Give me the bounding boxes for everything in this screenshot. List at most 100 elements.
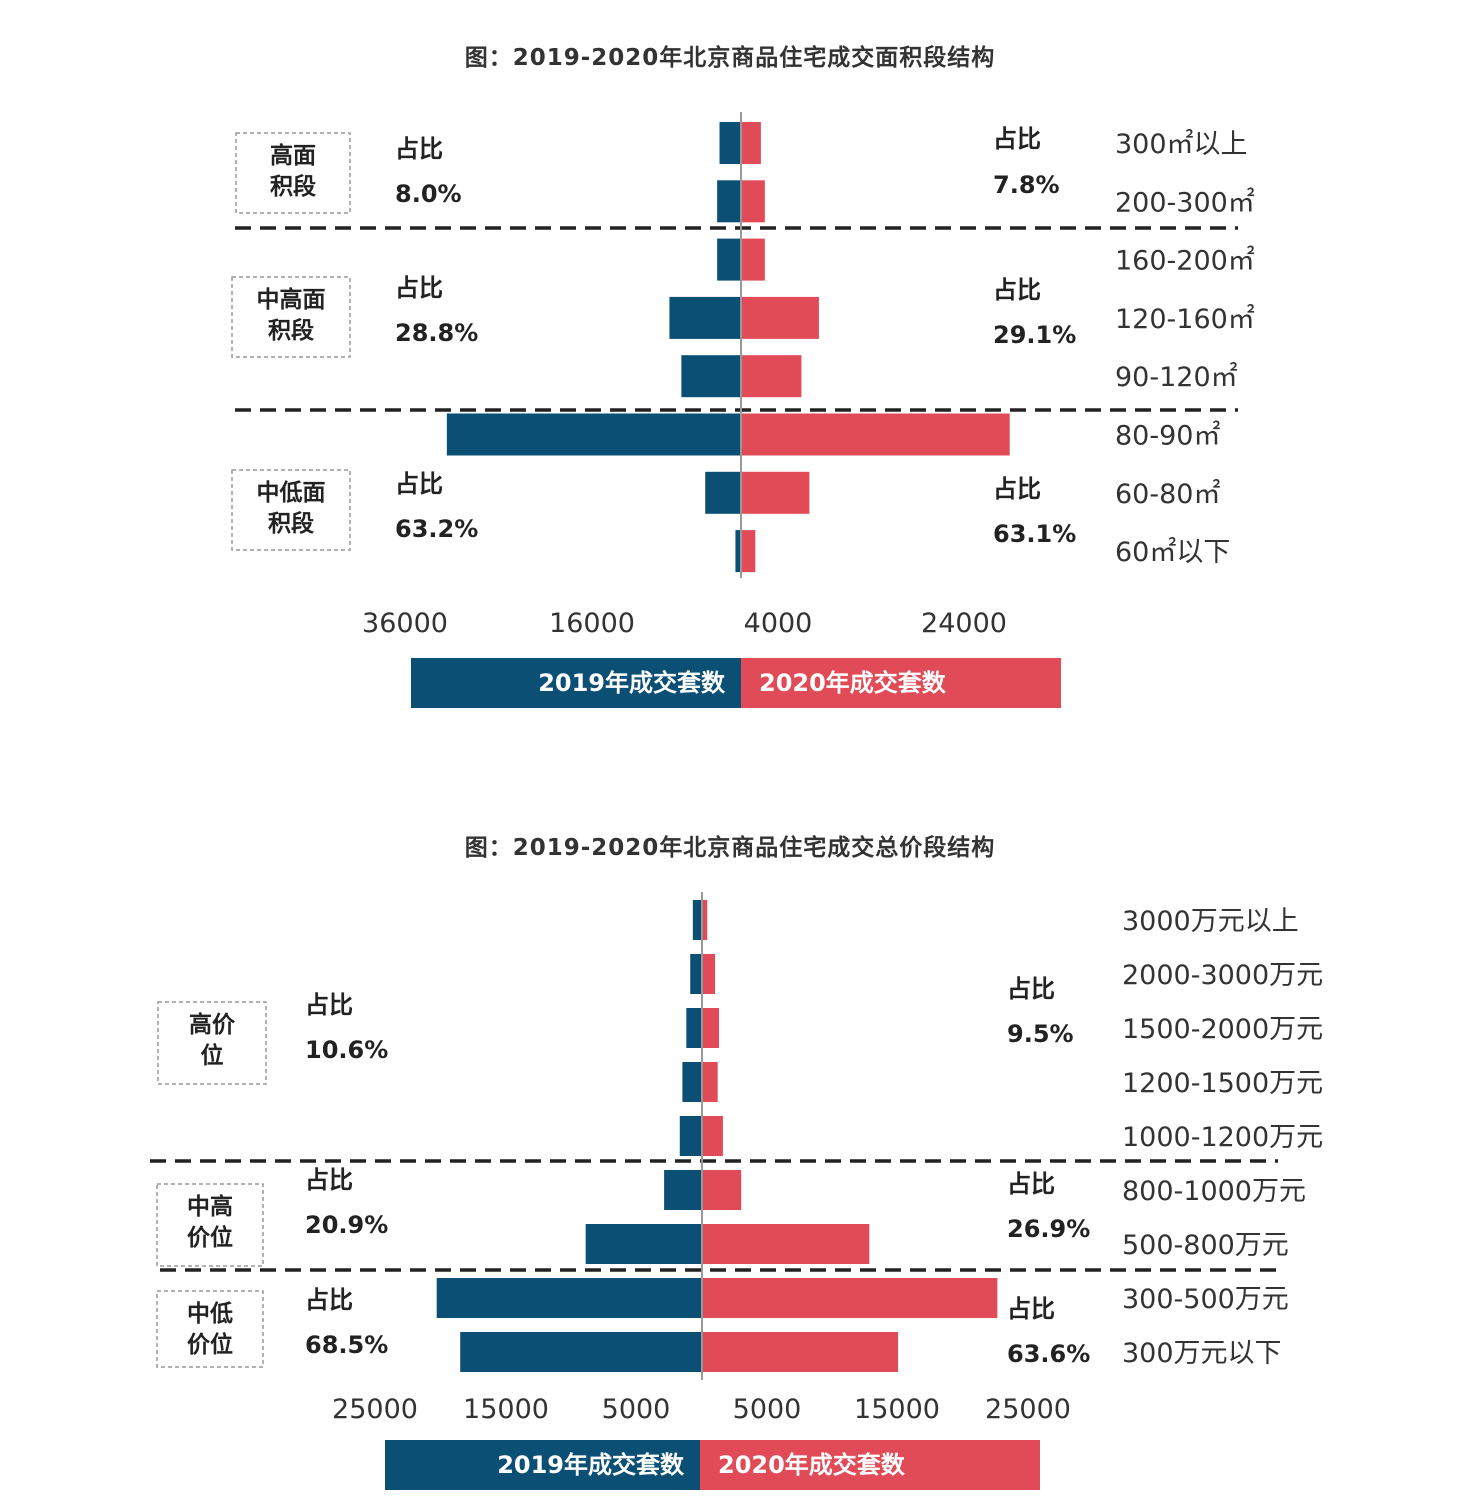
segment-box <box>157 1001 267 1085</box>
share-caption-2019: 占比 <box>305 1166 353 1194</box>
bar-2019 <box>686 1008 702 1048</box>
bar-2020 <box>702 1224 870 1264</box>
share-value-2019: 8.0% <box>395 180 462 208</box>
tick-label: 25000 <box>332 1394 418 1425</box>
bar-2019 <box>669 296 741 339</box>
segment-box <box>156 1183 264 1267</box>
legend-label-2019: 2019年成交套数 <box>538 669 726 697</box>
category-label: 60-80㎡ <box>1115 479 1220 510</box>
segment-box <box>235 132 351 214</box>
category-label: 2000-3000万元 <box>1122 960 1323 991</box>
share-caption-2020: 占比 <box>1007 975 1055 1003</box>
share-caption-2020: 占比 <box>993 125 1041 153</box>
bar-2020 <box>741 530 756 573</box>
category-label: 3000万元以上 <box>1122 906 1299 937</box>
bar-2020 <box>741 122 761 164</box>
share-value-2020: 29.1% <box>993 321 1076 349</box>
share-value-2019: 68.5% <box>305 1331 388 1359</box>
bar-2020 <box>702 1278 998 1318</box>
share-caption-2020: 占比 <box>993 276 1041 304</box>
area-structure-chart: 图：2019-2020年北京商品住宅成交面积段结构 300㎡以上 200-300㎡… <box>0 0 1460 740</box>
legend-label-2019: 2019年成交套数 <box>497 1451 685 1479</box>
bar-2020 <box>741 238 765 281</box>
category-label: 300万元以下 <box>1122 1338 1282 1369</box>
bar-2019 <box>460 1332 702 1372</box>
bar-2020 <box>702 1170 742 1210</box>
bar-2020 <box>741 180 765 223</box>
bar-2020 <box>741 413 1010 456</box>
category-label: 200-300㎡ <box>1115 187 1255 218</box>
bar-2020 <box>741 296 819 339</box>
chart-title: 图：2019-2020年北京商品住宅成交总价段结构 <box>464 835 996 861</box>
segment-name: 中低 <box>187 1301 233 1327</box>
segment-name: 位 <box>201 1042 224 1069</box>
category-label: 500-800万元 <box>1122 1230 1289 1261</box>
share-caption-2019: 占比 <box>305 1286 353 1314</box>
bar-2019 <box>692 900 702 940</box>
category-label: 60㎡以下 <box>1115 537 1230 568</box>
bar-2019 <box>436 1278 702 1318</box>
bar-2020 <box>702 1116 723 1156</box>
tick-label: 25000 <box>985 1394 1071 1425</box>
bar-2020 <box>702 954 716 994</box>
price-structure-chart: 图：2019-2020年北京商品住宅成交总价段结构 3000万元以上 2000-3… <box>0 780 1460 1504</box>
legend-label-2020: 2020年成交套数 <box>718 1451 906 1479</box>
share-caption-2020: 占比 <box>993 475 1041 503</box>
share-caption-2019: 占比 <box>395 274 443 302</box>
bar-2019 <box>681 355 741 398</box>
share-value-2020: 9.5% <box>1007 1020 1074 1048</box>
segment-name: 价位 <box>187 1331 233 1358</box>
segment-box <box>231 469 351 551</box>
bar-2019 <box>585 1224 702 1264</box>
segment-name: 积段 <box>268 317 314 344</box>
category-label: 120-160㎡ <box>1115 304 1255 335</box>
category-label: 80-90㎡ <box>1115 421 1220 452</box>
segment-name: 中低面 <box>257 480 326 506</box>
category-label: 800-1000万元 <box>1122 1176 1306 1207</box>
bar-2019 <box>717 180 741 223</box>
tick-label: 15000 <box>854 1394 940 1425</box>
tick-label: 5000 <box>733 1394 802 1425</box>
category-label: 1200-1500万元 <box>1122 1068 1323 1099</box>
tick-label: 36000 <box>362 608 448 639</box>
tick-label: 24000 <box>921 608 1007 639</box>
bar-2020 <box>702 900 708 940</box>
share-caption-2019: 占比 <box>305 991 353 1019</box>
share-value-2019: 10.6% <box>305 1036 388 1064</box>
segment-name: 中高面 <box>257 286 326 313</box>
area-structure-plot: 300㎡以上 200-300㎡ 160-200㎡ 120-160㎡ 90-120㎡ 80-… <box>231 112 1255 708</box>
bar-2020 <box>702 1008 719 1048</box>
bar-2019 <box>719 122 741 164</box>
tick-label: 16000 <box>549 608 635 639</box>
bar-2019 <box>664 1170 702 1210</box>
segment-name: 高价 <box>189 1011 236 1038</box>
segment-name: 积段 <box>270 173 316 200</box>
category-label: 160-200㎡ <box>1115 246 1255 277</box>
bar-2019 <box>690 954 702 994</box>
bar-2019 <box>682 1062 702 1102</box>
category-label: 1000-1200万元 <box>1122 1122 1323 1153</box>
category-label: 300㎡以上 <box>1115 129 1248 160</box>
legend-swatch-2020 <box>700 1440 1040 1490</box>
bar-2019 <box>735 530 741 573</box>
bar-2019 <box>446 413 741 456</box>
legend-swatch-2019 <box>411 658 741 708</box>
category-label: 1500-2000万元 <box>1122 1014 1323 1045</box>
share-caption-2019: 占比 <box>395 470 443 498</box>
share-value-2019: 28.8% <box>395 319 478 347</box>
share-value-2020: 26.9% <box>1007 1215 1090 1243</box>
share-value-2019: 63.2% <box>395 515 478 543</box>
bar-2020 <box>702 1332 899 1372</box>
segment-name: 中高 <box>187 1193 233 1220</box>
share-caption-2020: 占比 <box>1007 1170 1055 1198</box>
share-value-2020: 63.1% <box>993 520 1076 548</box>
tick-label: 15000 <box>463 1394 549 1425</box>
legend-swatch-2020 <box>741 658 1061 708</box>
category-label: 300-500万元 <box>1122 1284 1289 1315</box>
bar-2019 <box>679 1116 702 1156</box>
bar-2020 <box>702 1062 718 1102</box>
tick-label: 5000 <box>602 1394 671 1425</box>
bar-2019 <box>717 238 741 281</box>
bar-2020 <box>741 471 810 514</box>
price-structure-plot: 3000万元以上 2000-3000万元 1500-2000万元 1200-1500万… <box>150 892 1323 1490</box>
